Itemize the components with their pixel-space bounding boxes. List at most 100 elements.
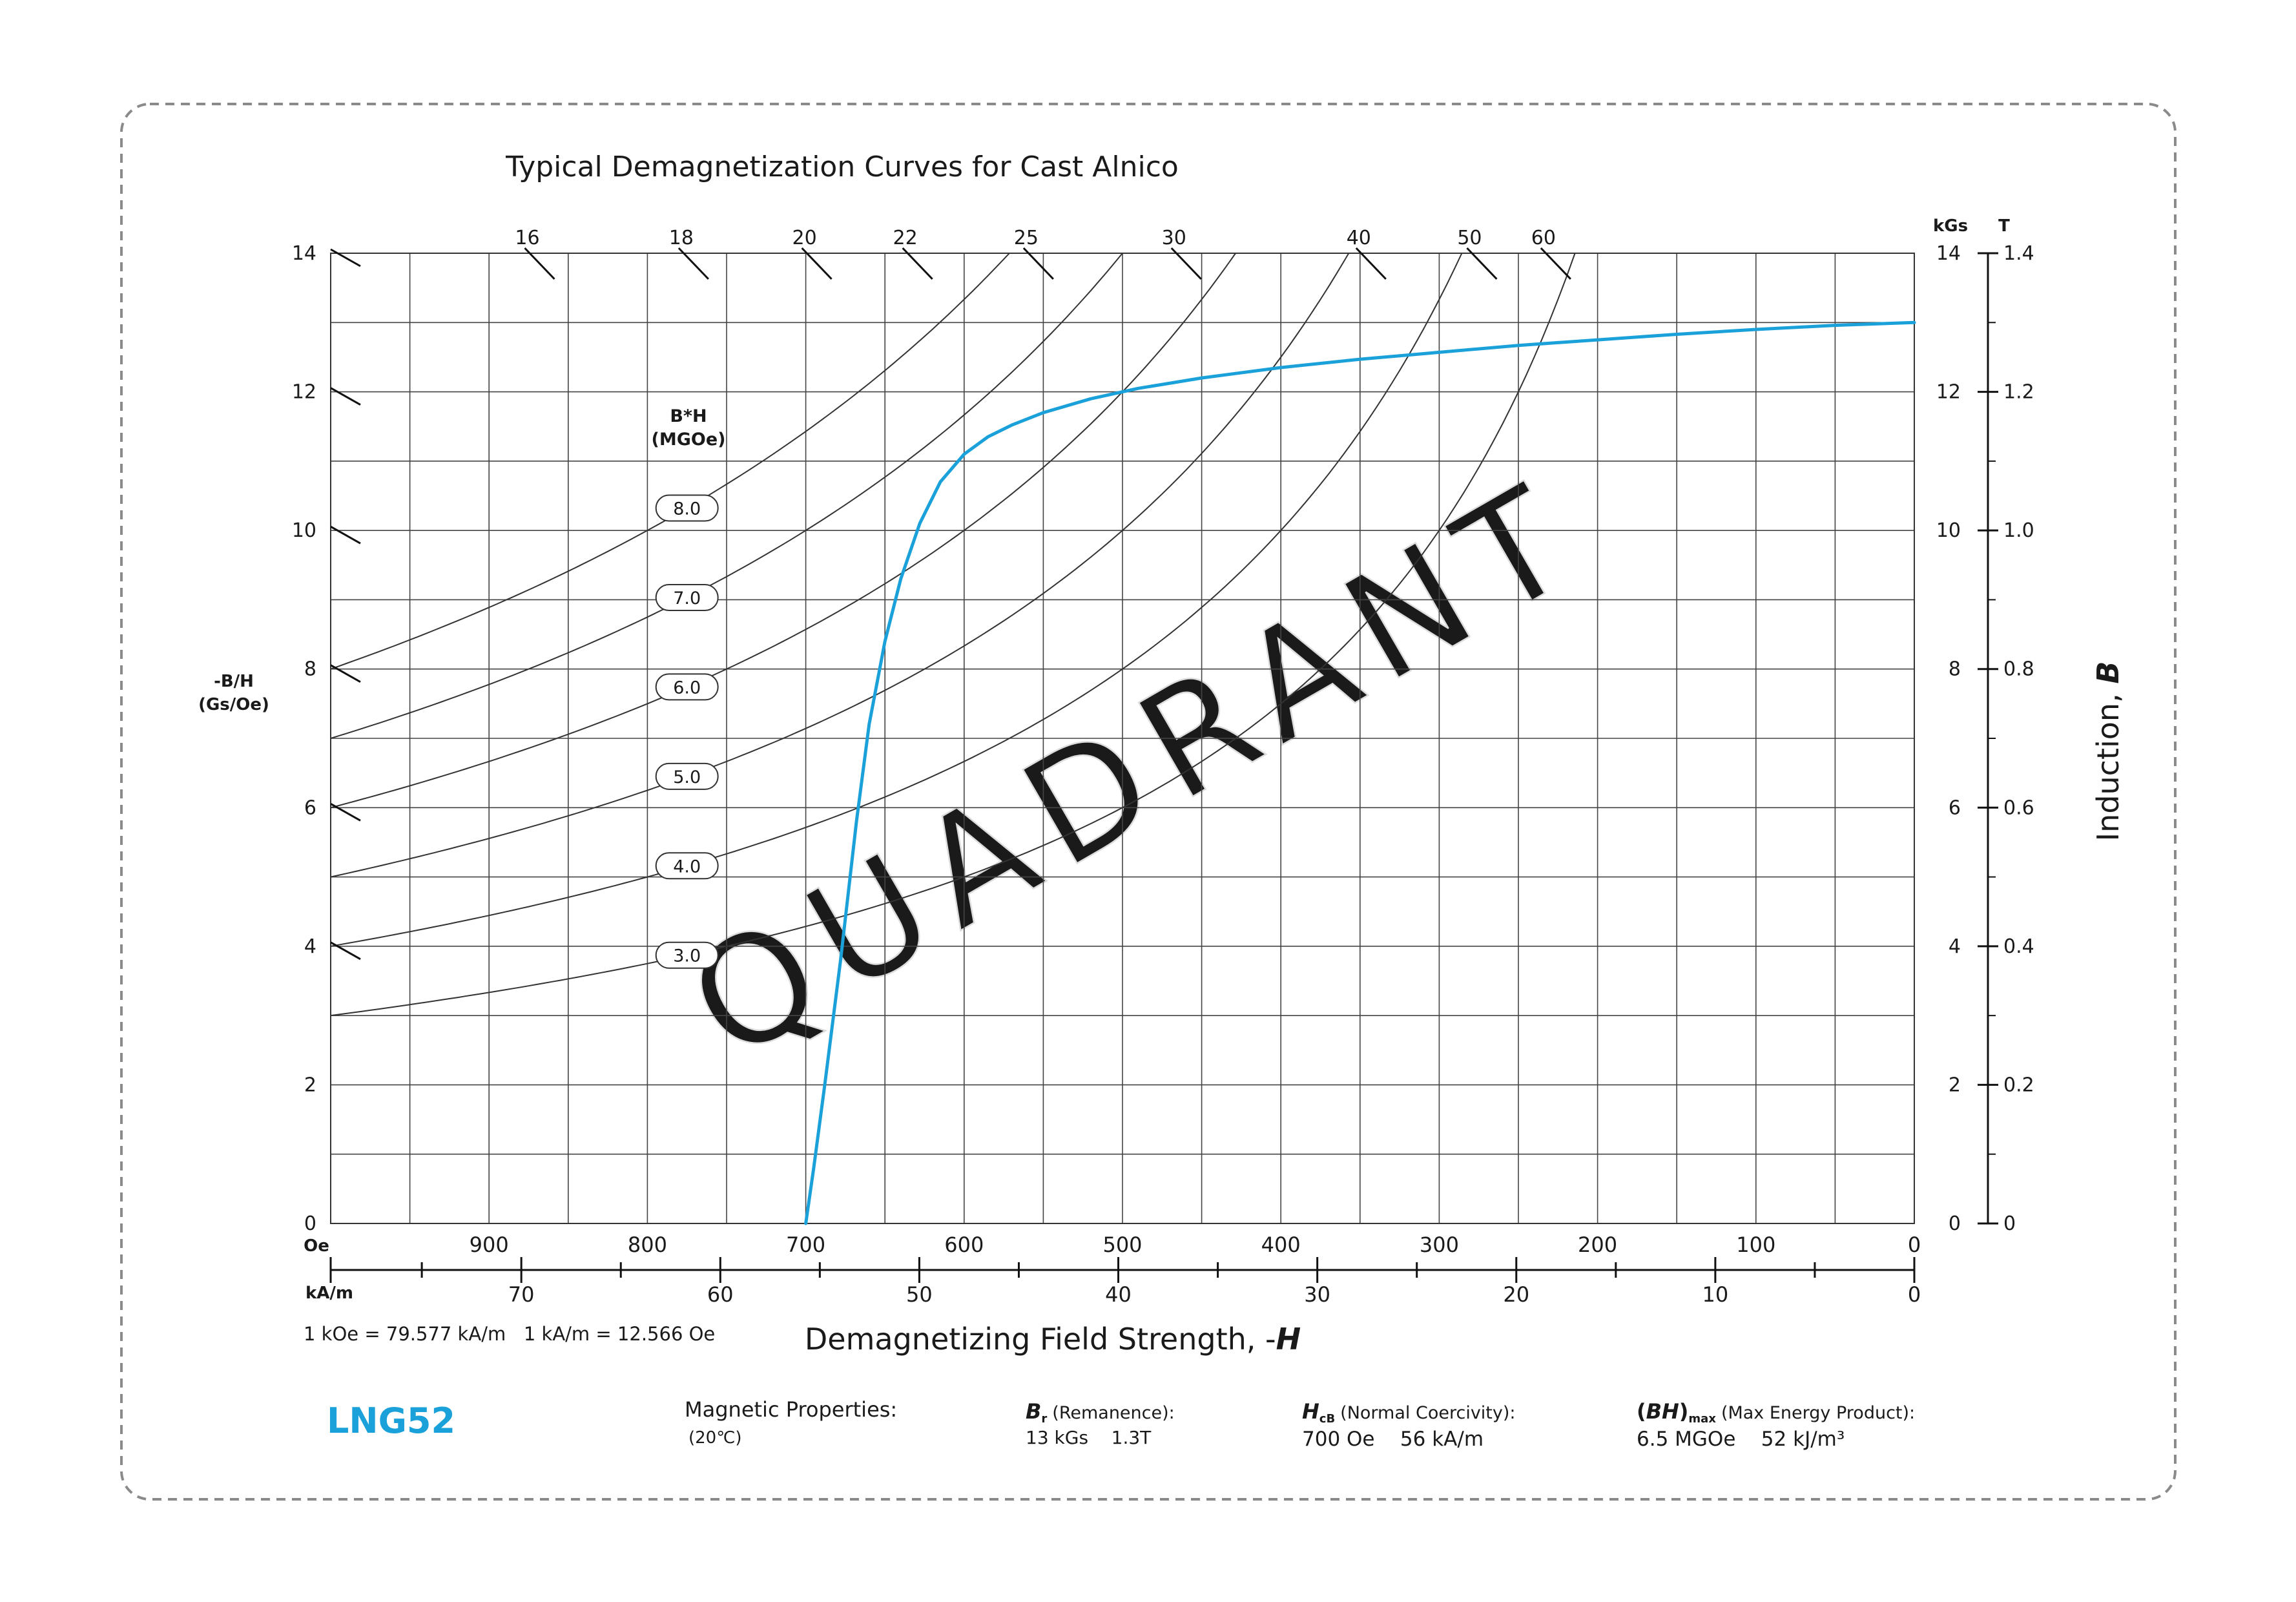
permeance-top-label: 60 [1531, 227, 1556, 249]
permeance-tick [902, 247, 933, 280]
bh-label-pill [655, 852, 719, 880]
left-tick-label: 6 [304, 796, 316, 819]
bh-curve [330, 253, 1236, 809]
ka-tick-label: 10 [1702, 1282, 1729, 1307]
permeance-left-tick [330, 525, 361, 545]
kgs-tick-label: 8 [1949, 658, 1961, 681]
permeance-top-label: 18 [669, 227, 694, 249]
right-axis-unit-kgs: kGs [1933, 216, 1968, 236]
oe-tick-label: 300 [1420, 1233, 1459, 1257]
bh-label-pill [655, 494, 719, 522]
kgs-tick-label: 14 [1936, 242, 1961, 265]
y-axis-title-symbol: B [2091, 661, 2125, 684]
permeance-top-label: 16 [515, 227, 539, 249]
permeance-tick [1540, 247, 1571, 280]
bh-label: 4.0 [673, 857, 701, 877]
bhmax-heading: (BH)max (Max Energy Product): [1637, 1399, 1915, 1426]
permeance-top-label: 20 [792, 227, 817, 249]
chart-grid [330, 253, 1915, 1224]
bh-label: 8.0 [673, 499, 701, 519]
hcb-subscript: cB [1319, 1412, 1335, 1426]
bhmax-close-paren: ) [1679, 1399, 1689, 1424]
t-tick-label: 1.2 [2003, 381, 2034, 404]
bh-label: 7.0 [673, 588, 701, 609]
chart-axes: 0 2 4 6 8 10 12 14 0 0 2 0.2 4 0.4 6 0.6 8 0.8 10 1.0 12 1.2 1… [292, 242, 2034, 1307]
permeance-left-tick [330, 802, 361, 822]
oe-tick-label: 0 [1908, 1233, 1921, 1257]
bh-curve [330, 253, 1123, 739]
bh-label-pill [655, 583, 719, 611]
y-axis-title-text: Induction, [2091, 684, 2125, 842]
t-tick-label: 0 [2003, 1212, 2016, 1235]
permeance-left-tick [330, 387, 361, 406]
x-axis-title: Demagnetizing Field Strength, -H [805, 1322, 1301, 1357]
x-axis-title-symbol: H [1276, 1322, 1301, 1357]
kgs-tick-label: 12 [1936, 381, 1961, 404]
permeance-tick [677, 247, 709, 280]
bhmax-open-paren: ( [1637, 1399, 1646, 1424]
x-axis-unit-ka: kA/m [305, 1284, 353, 1303]
permeance-left-tick [330, 664, 361, 683]
permeance-tick [1355, 247, 1387, 280]
dashed-frame [120, 103, 2177, 1501]
hcb-heading: HcB (Normal Coercivity): [1302, 1399, 1516, 1426]
left-tick-label: 2 [304, 1074, 316, 1096]
t-tick-label: 1.0 [2003, 519, 2034, 542]
left-axis-unit-sub: (Gs/Oe) [198, 695, 269, 714]
bh-label-pill [655, 673, 719, 701]
bh-curve-labels: 8.0 7.0 6.0 5.0 4.0 3.0 [655, 494, 719, 969]
x-axis-title-text: Demagnetizing Field Strength, - [805, 1322, 1276, 1357]
oe-tick-label: 900 [470, 1233, 509, 1257]
oe-tick-label: 200 [1578, 1233, 1617, 1257]
left-tick-label: 14 [292, 242, 316, 265]
bh-header: B*H [670, 406, 707, 426]
bh-curve [330, 253, 1576, 1017]
permeance-lines: 16 18 20 22 25 30 40 50 60 [330, 227, 1571, 961]
ka-tick-label: 30 [1304, 1282, 1330, 1307]
bh-label: 6.0 [673, 678, 701, 698]
oe-tick-label: 100 [1736, 1233, 1775, 1257]
t-tick-label: 0.6 [2003, 796, 2034, 819]
bh-curve [330, 253, 1463, 947]
bhmax-label: (Max Energy Product): [1721, 1403, 1915, 1423]
permeance-tick [1466, 247, 1498, 280]
hcb-label: (Normal Coercivity): [1340, 1403, 1515, 1423]
x-axis-unit-oe: Oe [304, 1236, 329, 1256]
permeance-tick [1022, 247, 1054, 280]
left-tick-label: 8 [304, 658, 316, 681]
br-label: (Remanence): [1052, 1403, 1174, 1423]
br-symbol: B [1026, 1399, 1041, 1424]
kgs-tick-label: 2 [1949, 1074, 1961, 1096]
oe-tick-label: 500 [1102, 1233, 1142, 1257]
kgs-tick-label: 10 [1936, 519, 1961, 542]
bh-label-pill [655, 941, 719, 969]
t-tick-label: 0.8 [2003, 658, 2034, 681]
br-heading: Br (Remanence): [1026, 1399, 1175, 1426]
br-value: 13 kGs 1.3T [1026, 1427, 1152, 1448]
y-axis-title: Induction, B [2091, 661, 2125, 842]
br-subscript: r [1041, 1412, 1047, 1426]
oe-tick-label: 700 [786, 1233, 825, 1257]
oe-tick-label: 400 [1261, 1233, 1301, 1257]
left-tick-label: 4 [304, 935, 316, 958]
conversion-note: 1 kOe = 79.577 kA/m 1 kA/m = 12.566 Oe [304, 1323, 715, 1345]
permeance-tick [524, 247, 555, 280]
bh-label: 3.0 [673, 946, 701, 966]
permeance-top-label: 40 [1347, 227, 1371, 249]
hcb-symbol: H [1302, 1399, 1319, 1424]
material-name: LNG52 [327, 1400, 455, 1441]
ka-tick-label: 50 [906, 1282, 933, 1307]
right-axis-unit-t: T [1998, 216, 2010, 236]
ka-tick-label: 20 [1503, 1282, 1529, 1307]
demag-series [804, 320, 1916, 1225]
bhmax-symbol: BH [1646, 1399, 1679, 1424]
permeance-top-label: 50 [1457, 227, 1482, 249]
ka-tick-label: 60 [707, 1282, 734, 1307]
permeance-left-tick [330, 248, 361, 267]
bh-label: 5.0 [673, 767, 701, 787]
ka-tick-label: 70 [508, 1282, 535, 1307]
t-tick-label: 0.4 [2003, 935, 2034, 958]
permeance-left-tick [330, 941, 361, 961]
